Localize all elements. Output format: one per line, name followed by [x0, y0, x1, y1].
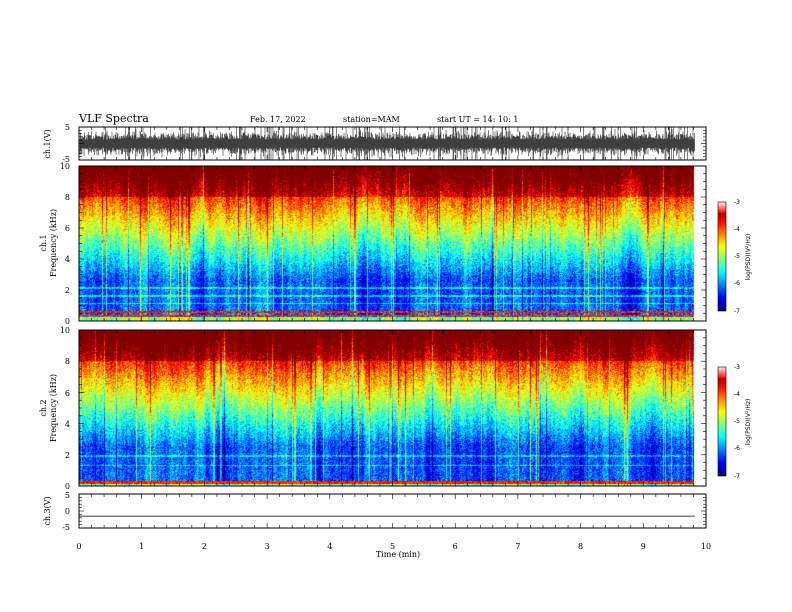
- ch1-colorbar: -3 -4 -5 -6 -7 log(PSD)(V²/Hz): [717, 199, 752, 315]
- time-tick-label: 1: [139, 542, 144, 551]
- time-tick-label: 8: [578, 542, 583, 551]
- ch2-ytick-8: 8: [65, 357, 70, 366]
- ch1-cbar-tick-m4: -4: [734, 226, 740, 233]
- ch1-waveform-panel: 5 -5 ch.1(V): [43, 123, 707, 164]
- ch1-waveform-trace: [79, 127, 695, 160]
- ch2-spectrogram-ticks: [78, 329, 707, 487]
- ch1-waveform-ylabel: ch.1(V): [43, 129, 52, 158]
- ch1-ytick-minus5: -5: [62, 155, 70, 164]
- ch3-waveform-panel: 5 0 -5 ch.3(V) 0 1 2 3 4 5 6 7 8 9 10 Time (min): [43, 491, 711, 559]
- ch3-waveform-ylabel: ch.3(V): [43, 496, 52, 525]
- ch2-cbar-tick-m7: -7: [734, 473, 740, 480]
- ch1-ytick-10: 10: [60, 162, 70, 171]
- time-tick-label: 7: [515, 542, 520, 551]
- ch1-cbar-tick-m6: -6: [734, 280, 740, 287]
- ch1-spectrogram-ylabel-freq: Frequency (kHz): [49, 209, 58, 277]
- ch2-spectrogram-ylabel-ch: ch.2: [39, 399, 48, 416]
- ch2-ytick-6: 6: [65, 389, 70, 398]
- ch2-ytick-0: 0: [65, 482, 70, 491]
- ch2-spectrogram-image: [79, 330, 706, 486]
- ch2-ytick-2: 2: [65, 451, 70, 460]
- time-tick-label: 9: [641, 542, 646, 551]
- ch2-colorbar-frame: [717, 366, 727, 477]
- figure-title: VLF Spectra: [78, 112, 149, 125]
- ch1-ytick-8: 8: [65, 193, 70, 202]
- ch1-cbar-tick-m5: -5: [734, 253, 740, 260]
- ch1-waveform-ticks: [78, 126, 707, 161]
- ch1-colorbar-frame: [717, 201, 727, 312]
- ch1-ytick-4: 4: [65, 255, 70, 264]
- ch2-colorbar-gradient: [718, 367, 726, 476]
- time-tick-label: 4: [327, 542, 332, 551]
- ch1-spectrogram-ticks: [78, 165, 707, 322]
- ch1-waveform-line: [79, 127, 695, 160]
- time-tick-label: 2: [202, 542, 207, 551]
- ch2-cbar-tick-m5: -5: [734, 418, 740, 425]
- time-axis-label: Time (min): [376, 550, 420, 559]
- ch2-ytick-4: 4: [65, 420, 70, 429]
- time-tick-label: 3: [265, 542, 270, 551]
- ch3-ytick-minus5: -5: [62, 523, 70, 532]
- ch2-cbar-tick-m6: -6: [734, 445, 740, 452]
- ch2-ytick-10: 10: [60, 326, 70, 335]
- ch1-ytick-2: 2: [65, 286, 70, 295]
- ch1-ytick-6: 6: [65, 224, 70, 233]
- ch3-waveform-frame: [78, 493, 707, 529]
- ch3-ytick-5: 5: [65, 491, 70, 500]
- ch1-spectrogram-panel: 0 2 4 6 8 10 ch.1 Frequency (kHz): [39, 162, 707, 326]
- ch1-colorbar-label: log(PSD)(V²/Hz): [745, 234, 752, 281]
- ch1-colorbar-gradient: [718, 202, 726, 311]
- time-axis-tick-labels: 0 1 2 3 4 5 6 7 8 9 10: [76, 542, 711, 551]
- time-tick-label: 0: [76, 542, 81, 551]
- ch3-waveform-ticks: [78, 493, 707, 529]
- ch2-spectrogram-panel: 0 2 4 6 8 10 ch.2 Frequency (kHz): [39, 326, 707, 491]
- ch2-colorbar: -3 -4 -5 -6 -7 log(PSD)(V²/Hz): [717, 364, 752, 480]
- start-time-label: start UT = 14: 10: 1: [437, 115, 518, 124]
- time-tick-label: 10: [701, 542, 711, 551]
- ch2-cbar-tick-m3: -3: [734, 364, 740, 371]
- time-tick-label: 6: [453, 542, 458, 551]
- ch3-ytick-0: 0: [65, 507, 70, 516]
- ch1-ytick-0: 0: [65, 317, 70, 326]
- station-label: station=MAM: [343, 115, 400, 124]
- ch2-cbar-tick-m4: -4: [734, 391, 740, 398]
- ch1-cbar-tick-m7: -7: [734, 308, 740, 315]
- time-tick-label: 5: [390, 542, 395, 551]
- ch1-spectrogram-image: [79, 166, 706, 321]
- date-label: Feb. 17, 2022: [250, 115, 306, 124]
- ch1-spectrogram-ylabel-ch: ch.1: [39, 234, 48, 251]
- ch1-ytick-5: 5: [65, 123, 70, 132]
- ch1-cbar-tick-m3: -3: [734, 199, 740, 206]
- ch2-colorbar-label: log(PSD)(V²/Hz): [745, 399, 752, 446]
- ch2-spectrogram-ylabel-freq: Frequency (kHz): [49, 374, 58, 442]
